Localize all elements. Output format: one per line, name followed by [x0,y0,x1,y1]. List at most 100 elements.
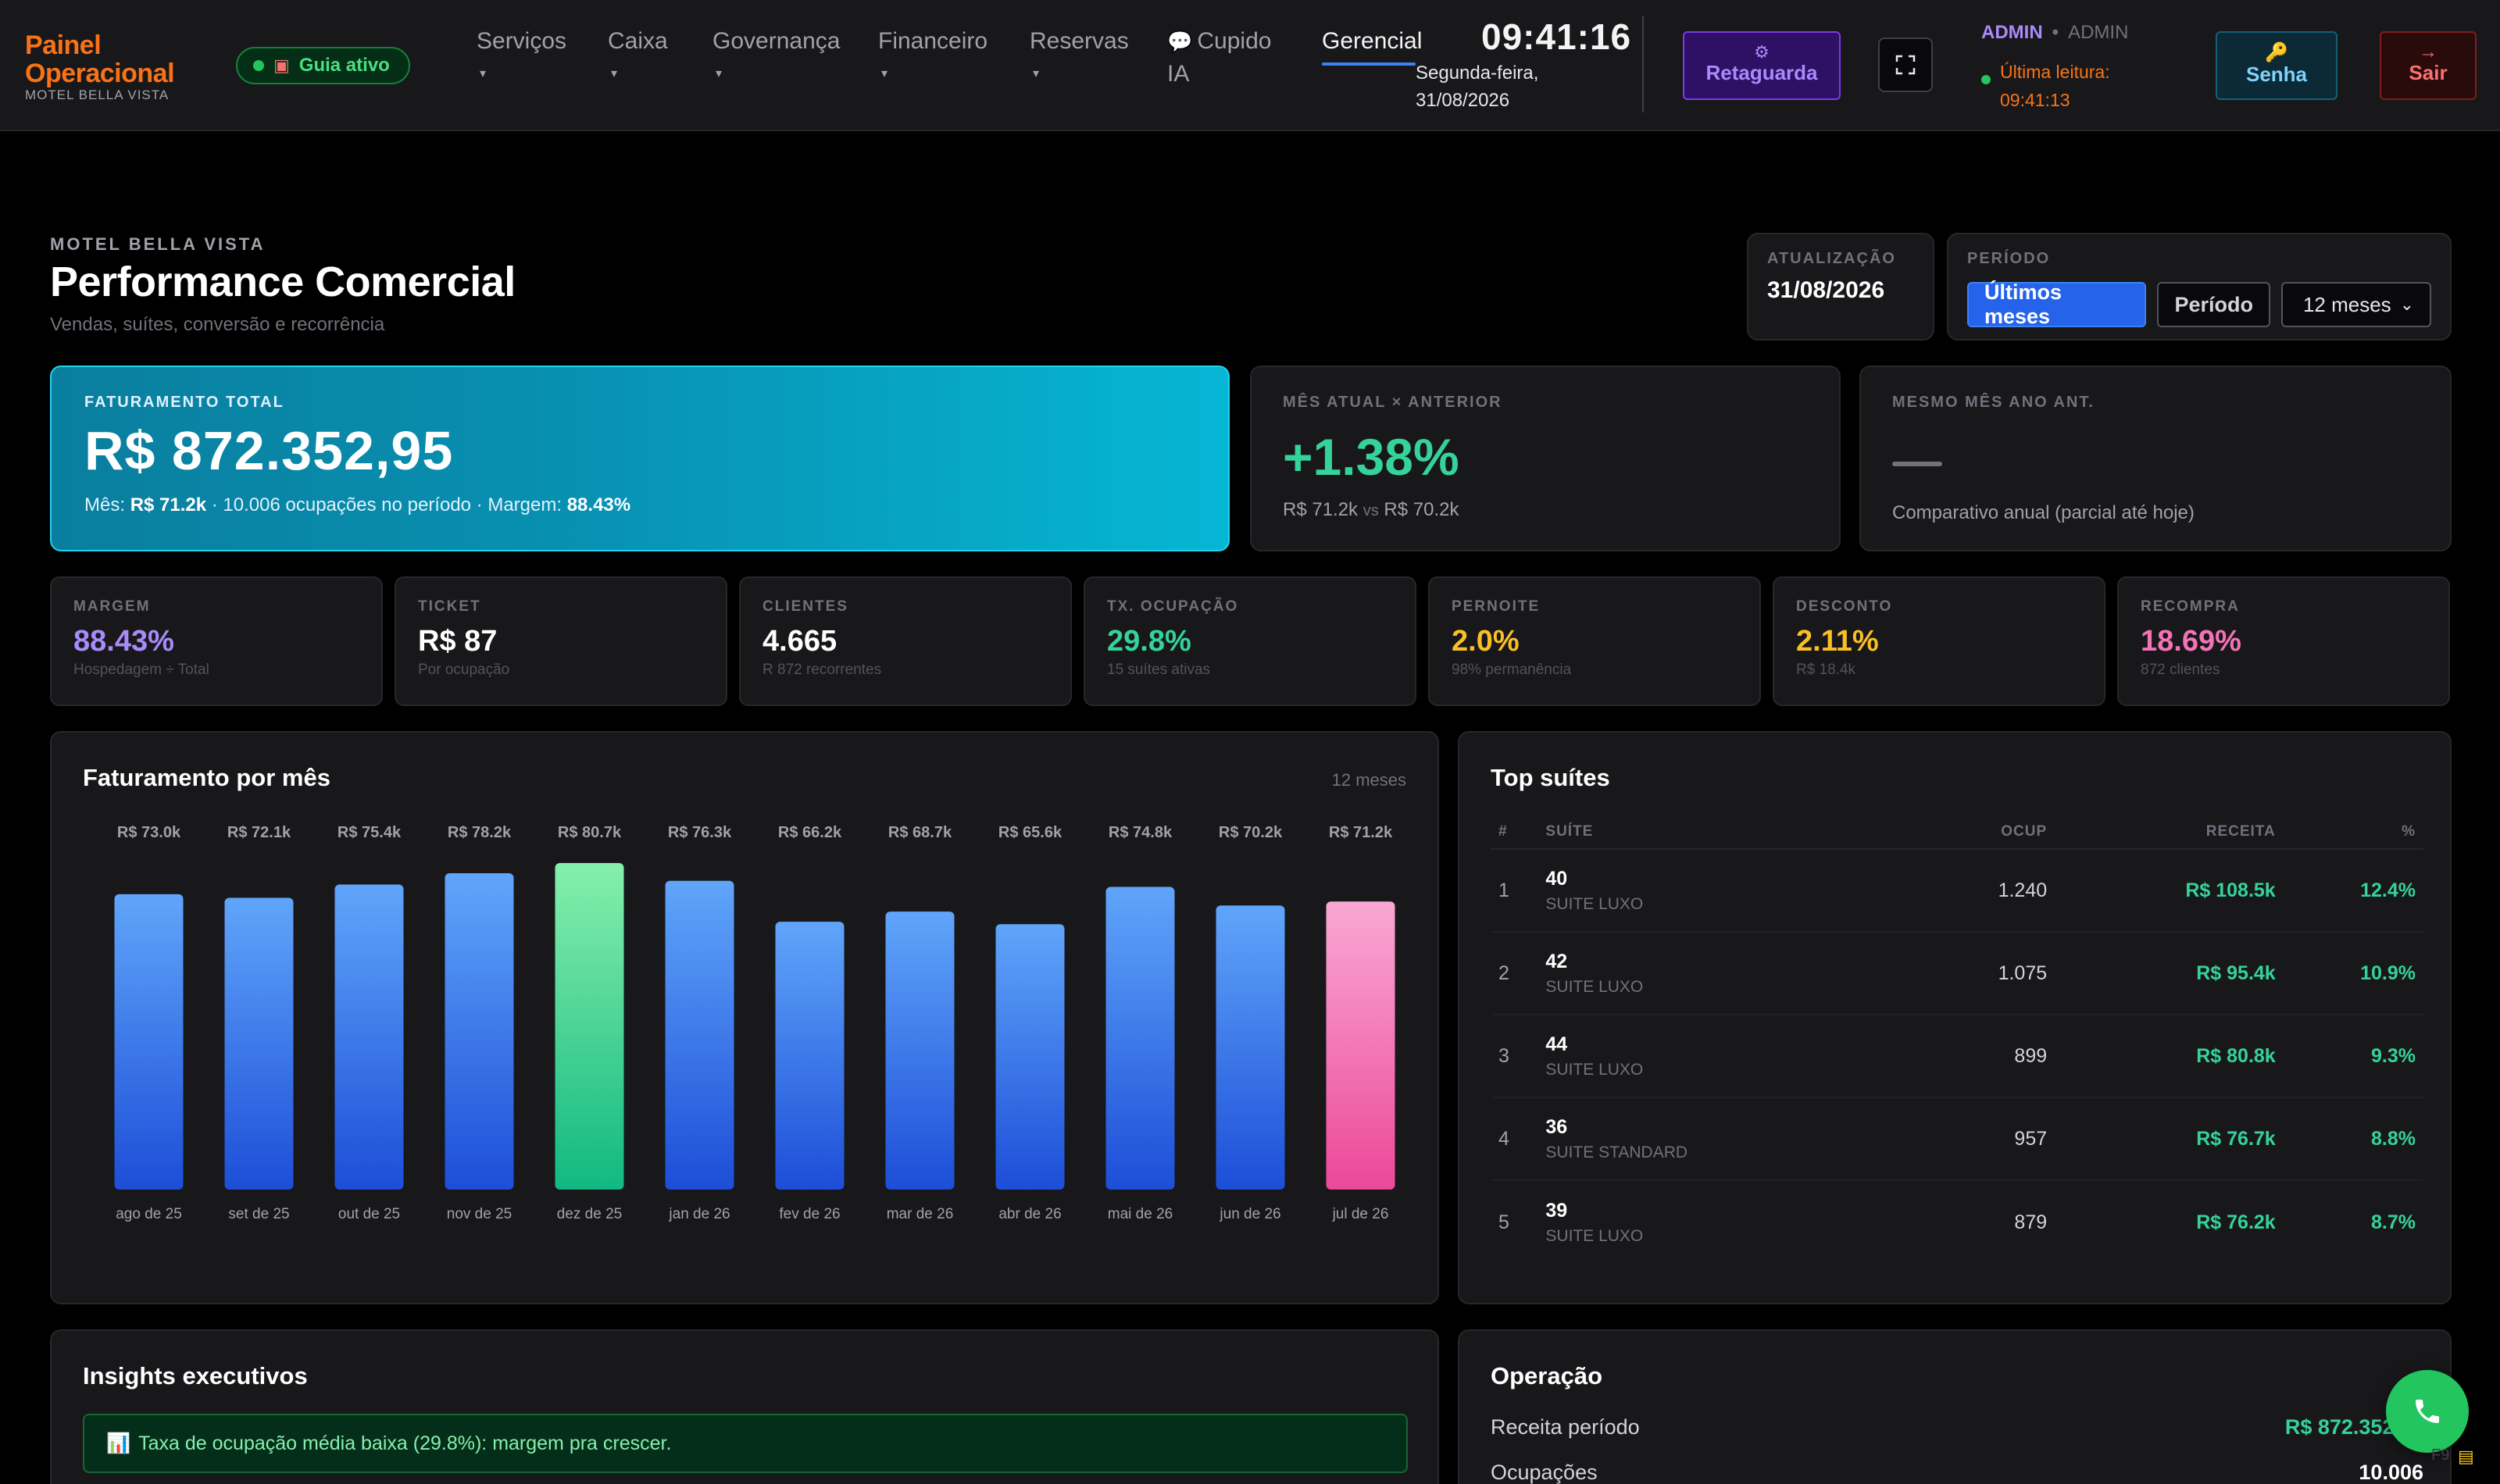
key-icon: 🔑 [2217,44,2336,62]
call-button[interactable] [2386,1370,2469,1453]
total-revenue-value: R$ 872.352,95 [84,419,1195,482]
guide-icon: ▣ [273,55,290,76]
col-pct: % [2276,823,2423,840]
chart-category-label: ago de 25 [116,1206,182,1222]
total-revenue-card: FATURAMENTO TOTAL R$ 872.352,95 Mês: R$ … [50,366,1230,551]
row-receita: R$ 76.2k [2047,1211,2276,1234]
row-pct: 12.4% [2276,879,2423,902]
register-icon: ▤ [2458,1447,2474,1467]
nav-financeiro[interactable]: Financeiro ▾ [878,28,988,81]
period-last-months-button[interactable]: Últimos meses [1967,282,2146,327]
last-reading: Última leitura: 09:41:13 [2000,58,2156,114]
table-row[interactable]: 3 44 SUITE LUXO 899 R$ 80.8k 9.3% [1491,1015,2423,1098]
nav-servicos[interactable]: Serviços ▾ [477,28,566,81]
chart-category-label: abr de 26 [998,1206,1061,1222]
page-subtitle: Vendas, suítes, conversão e recorrência [50,314,384,336]
kpi-card-desconto: DESCONTO 2.11% R$ 18.4k [1773,576,2105,706]
operation-title: Operação [1491,1362,1602,1390]
row-suite-number: 39 [1545,1200,1899,1222]
chart-bar[interactable] [776,922,845,1190]
table-row[interactable]: 2 42 SUITE LUXO 1.075 R$ 95.4k 10.9% [1491,933,2423,1015]
guide-label: Guia ativo [299,55,390,77]
chart-value-label: R$ 72.1k [227,824,291,841]
table-row[interactable]: 1 40 SUITE LUXO 1.240 R$ 108.5k 12.4% [1491,850,2423,933]
period-range-button[interactable]: Período [2157,282,2270,327]
month-comparison-card: MÊS ATUAL × ANTERIOR +1.38% R$ 71.2k vs … [1250,366,1841,551]
row-suite-kind: SUITE LUXO [1545,1227,1899,1246]
chart-category-label: nov de 25 [447,1206,512,1222]
brand-title-line2: Operacional [25,59,174,87]
brand-logo[interactable]: Painel Operacional MOTEL BELLA VISTA [25,31,174,103]
guide-active-badge[interactable]: ▣ Guia ativo [236,47,410,84]
row-pct: 8.7% [2276,1211,2423,1234]
row-receita: R$ 76.7k [2047,1128,2276,1150]
chart-bar[interactable] [666,881,734,1190]
clock-time: 09:41:16 [1481,16,1631,58]
nav-caixa[interactable]: Caixa ▾ [608,28,668,81]
top-suites-table: # SUÍTE OCUP RECEITA % 1 40 SUITE LUXO 1.… [1491,815,2423,1264]
kpi-hint: 98% permanência [1452,662,1738,679]
row-rank: 4 [1491,1128,1545,1150]
chart-value-label: R$ 73.0k [117,824,181,841]
row-suite-number: 40 [1545,868,1899,890]
chart-bar[interactable] [886,911,955,1190]
chevron-down-icon: ⌄ [2400,294,2414,315]
row-pct: 8.8% [2276,1128,2423,1150]
chart-category-label: jul de 26 [1332,1206,1389,1222]
kpi-value: 4.665 [762,625,1048,658]
online-dot-icon [1981,75,1991,84]
kpi-value: 29.8% [1107,625,1393,658]
kpi-hint: 872 clientes [2141,662,2427,679]
monthly-revenue-chart: R$ 73.0k ago de 25 R$ 72.1k set de 25 R$ 75.… [52,733,1438,1303]
row-rank: 1 [1491,879,1545,902]
kpi-hint: Hospedagem ÷ Total [73,662,359,679]
chart-bar[interactable] [996,924,1065,1190]
kpi-card-margem: MARGEM 88.43% Hospedagem ÷ Total [50,576,383,706]
table-row[interactable]: 5 39 SUITE LUXO 879 R$ 76.2k 8.7% [1491,1181,2423,1264]
month-comparison-label: MÊS ATUAL × ANTERIOR [1283,394,1808,412]
chart-bar[interactable] [1106,887,1175,1190]
logout-button[interactable]: → Sair [2380,31,2477,100]
period-months-select[interactable]: 12 meses ⌄ [2281,282,2431,327]
col-rank: # [1491,823,1545,840]
row-suite-kind: SUITE LUXO [1545,895,1899,914]
brand-subtitle: MOTEL BELLA VISTA [25,87,174,103]
kpi-card-ticket: TICKET R$ 87 Por ocupação [395,576,727,706]
chart-bar[interactable] [445,873,514,1190]
page-title: Performance Comercial [50,258,516,306]
chart-bar[interactable] [1327,901,1395,1190]
clock-date: Segunda-feira, 31/08/2026 [1416,59,1556,114]
chart-bar[interactable] [115,894,184,1190]
nav-cupido-ia[interactable]: 💬 Cupido IA [1167,28,1271,87]
insights-title: Insights executivos [83,1362,308,1390]
row-suite-kind: SUITE STANDARD [1545,1143,1899,1162]
kpi-label: CLIENTES [762,598,1048,615]
chart-bar[interactable] [555,863,624,1190]
period-select-value: 12 meses [2303,293,2391,317]
operation-row-value: 10.006 [2359,1461,2423,1484]
nav-reservas[interactable]: Reservas ▾ [1030,28,1129,81]
nav-gerencial[interactable]: Gerencial [1322,28,1422,55]
table-row[interactable]: 4 36 SUITE STANDARD 957 R$ 76.7k 8.8% [1491,1098,2423,1181]
kpi-card-recompra: RECOMPRA 18.69% 872 clientes [2117,576,2450,706]
fullscreen-button[interactable] [1878,37,1933,92]
top-suites-panel: Top suítes # SUÍTE OCUP RECEITA % 1 40 SU… [1458,731,2452,1304]
chart-category-label: mar de 26 [887,1206,954,1222]
chart-bar[interactable] [225,898,294,1190]
chart-bar[interactable] [1216,905,1285,1190]
row-ocup: 1.240 [1899,879,2047,902]
operation-row-label: Ocupações [1491,1461,1598,1484]
brand-title-line1: Painel [25,31,174,59]
yoy-note: Comparativo anual (parcial até hoje) [1892,502,2419,524]
chat-icon: 💬 [1167,30,1192,53]
nav-caixa-label: Caixa [608,28,668,54]
active-tab-indicator [1322,62,1416,66]
retaguarda-button[interactable]: ⚙ Retaguarda [1683,31,1841,100]
total-revenue-footnote: Mês: R$ 71.2k · 10.006 ocupações no perí… [84,494,1195,516]
operation-row-label: Receita período [1491,1415,1640,1439]
senha-button[interactable]: 🔑 Senha [2216,31,2338,100]
kpi-value: 2.0% [1452,625,1738,658]
chevron-down-icon: ▾ [611,66,668,81]
chart-bar[interactable] [335,884,404,1190]
nav-governanca[interactable]: Governança ▾ [712,28,840,81]
